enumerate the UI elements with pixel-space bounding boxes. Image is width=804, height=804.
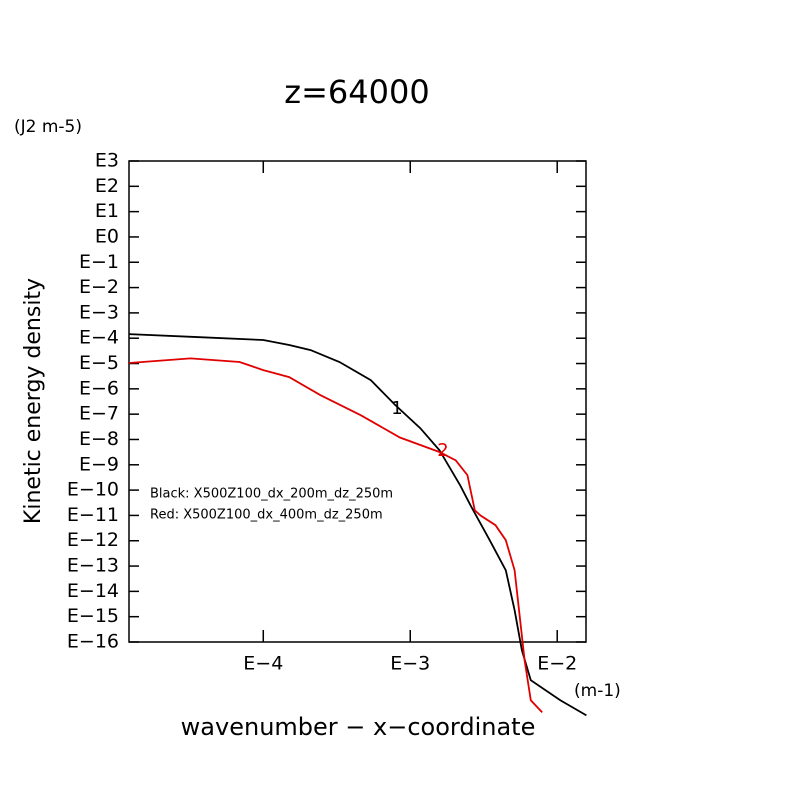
x-tick-label: E−4 <box>243 653 283 675</box>
y-tick-label: E−10 <box>67 479 119 501</box>
y-tick-label: E−1 <box>79 251 119 273</box>
y-tick-label: E0 <box>95 225 119 247</box>
legend-entry: Black: X500Z100_dx_200m_dz_250m <box>150 487 393 502</box>
chart-title: z=64000 <box>284 73 429 111</box>
y-tick-label: E−3 <box>79 301 119 323</box>
y-axis-label: Kinetic energy density <box>21 278 46 524</box>
y-tick-label: E−11 <box>67 504 119 526</box>
curve-label: 2 <box>437 440 448 461</box>
y-tick-label: E3 <box>95 150 119 172</box>
y-tick-label: E−13 <box>67 555 119 577</box>
y-tick-label: E−16 <box>67 631 119 653</box>
series-line <box>128 333 587 717</box>
y-tick-label: E−6 <box>79 377 119 399</box>
y-tick-label: E1 <box>95 200 119 222</box>
x-axis-label: wavenumber − x−coordinate <box>181 713 536 741</box>
series-line <box>128 357 543 714</box>
curve-label: 1 <box>391 398 402 419</box>
x-tick-label: E−3 <box>390 653 430 675</box>
y-tick-label: E−12 <box>67 529 119 551</box>
y-unit: (J2 m-5) <box>14 117 82 137</box>
y-tick-label: E−5 <box>79 352 119 374</box>
legend-entry: Red: X500Z100_dx_400m_dz_250m <box>150 508 383 523</box>
y-tick-label: E−15 <box>67 605 119 627</box>
y-tick-label: E−7 <box>79 403 119 425</box>
y-tick-label: E2 <box>95 175 119 197</box>
y-tick-label: E−4 <box>79 327 119 349</box>
y-tick-label: E−14 <box>67 580 119 602</box>
x-tick-label: E−2 <box>537 653 577 675</box>
plot-frame <box>128 160 587 643</box>
y-tick-label: E−8 <box>79 428 119 450</box>
x-unit: (m-1) <box>574 681 621 701</box>
y-tick-label: E−9 <box>79 453 119 475</box>
y-tick-label: E−2 <box>79 276 119 298</box>
